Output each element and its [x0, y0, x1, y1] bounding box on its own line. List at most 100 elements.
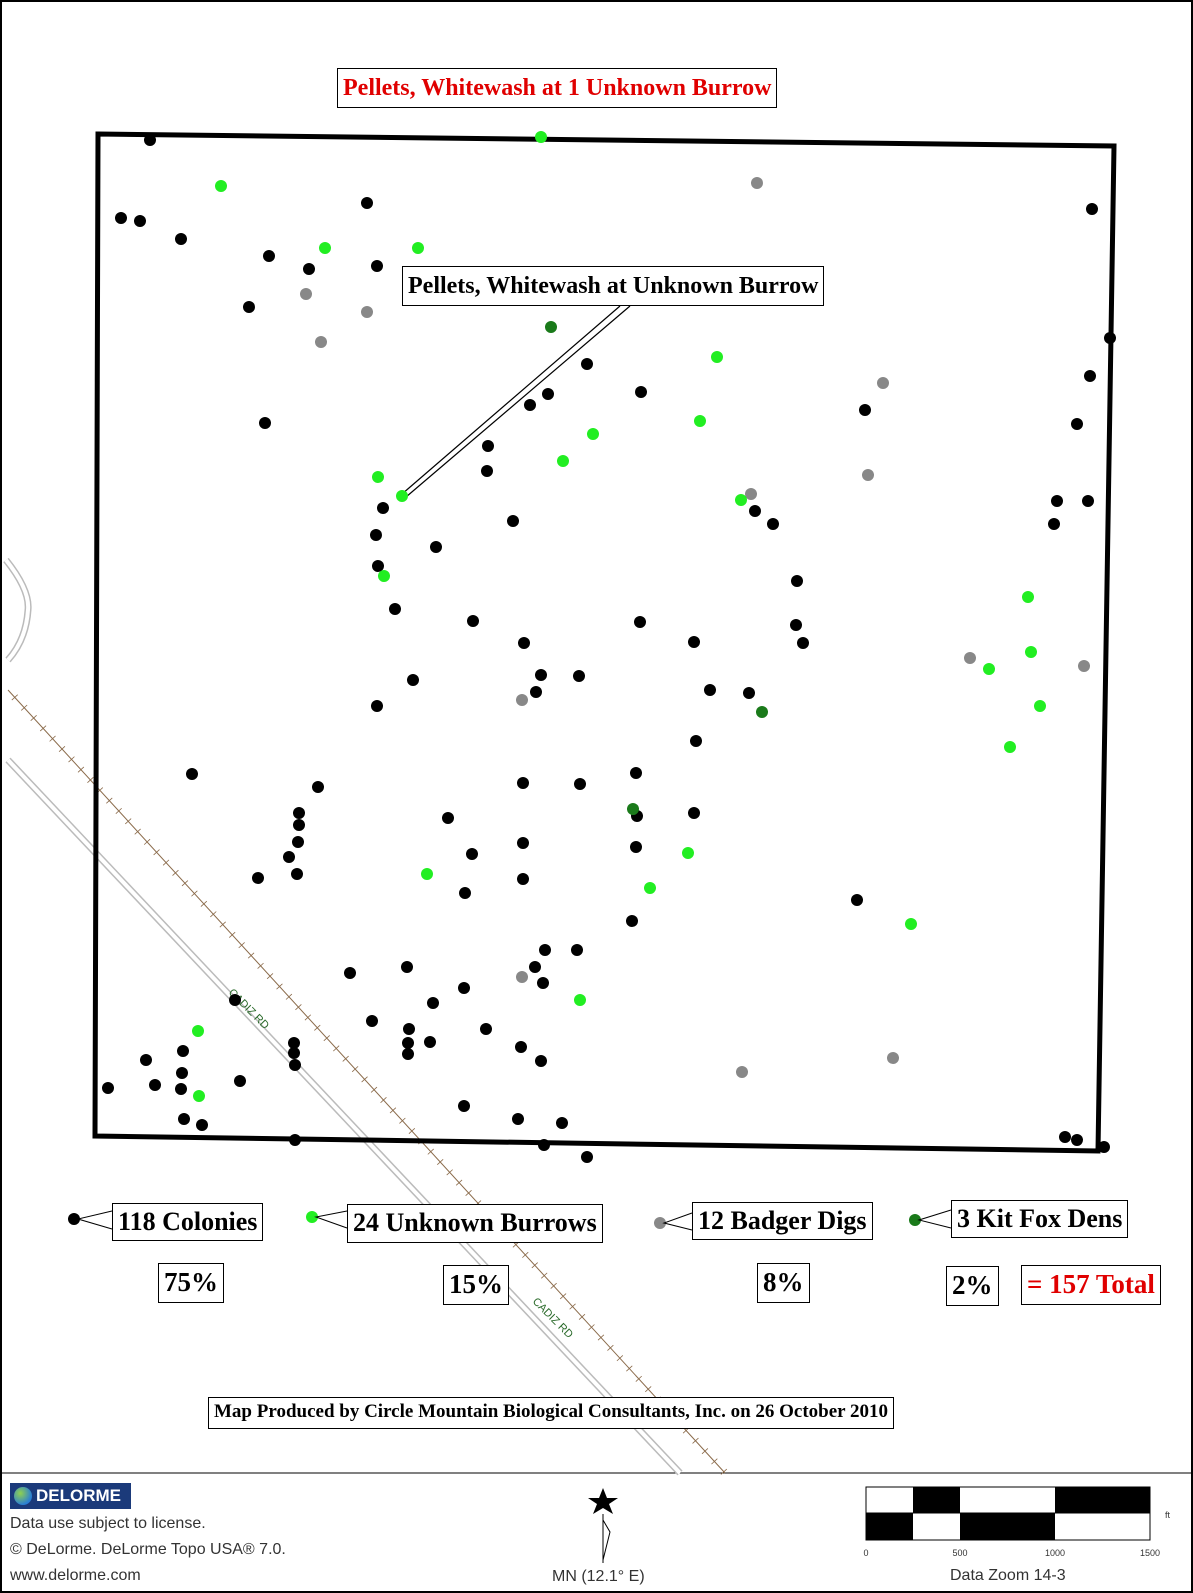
- colony-point: [427, 997, 439, 1009]
- data-zoom-label: Data Zoom 14-3: [950, 1567, 1066, 1584]
- legend-marker-colonies: [68, 1210, 113, 1230]
- colony-point: [1082, 495, 1094, 507]
- colony-point: [542, 388, 554, 400]
- unknown-burrow-point: [1022, 591, 1034, 603]
- colony-point: [851, 894, 863, 906]
- unknown-burrow-point: [378, 570, 390, 582]
- colony-point: [1051, 495, 1063, 507]
- colony-point: [529, 961, 541, 973]
- colony-point: [626, 915, 638, 927]
- badger-dig-point: [315, 336, 327, 348]
- magnetic-north-label: MN (12.1° E): [552, 1568, 645, 1585]
- colony-point: [530, 686, 542, 698]
- colony-point: [466, 848, 478, 860]
- colony-point: [517, 837, 529, 849]
- colony-point: [176, 1067, 188, 1079]
- colony-point: [291, 868, 303, 880]
- unknown-burrow-point: [694, 415, 706, 427]
- colony-point: [140, 1054, 152, 1066]
- road-curve-inner: [4, 558, 31, 662]
- colony-point: [344, 967, 356, 979]
- unknown-burrow-point: [319, 242, 331, 254]
- delorme-logo[interactable]: DELORME: [10, 1483, 131, 1509]
- colony-point: [743, 687, 755, 699]
- colony-point: [263, 250, 275, 262]
- colony-point: [234, 1075, 246, 1087]
- colony-point: [634, 616, 646, 628]
- colony-point: [389, 603, 401, 615]
- unknown-burrow-points: [192, 131, 1046, 1102]
- colony-point: [797, 637, 809, 649]
- colony-point: [507, 515, 519, 527]
- unknown-burrow-point: [192, 1025, 204, 1037]
- colony-point: [524, 399, 536, 411]
- colony-point: [402, 1048, 414, 1060]
- colony-point: [630, 841, 642, 853]
- colony-point: [115, 212, 127, 224]
- legend-label-badger-digs: 12 Badger Digs: [692, 1202, 873, 1240]
- unknown-burrow-point: [587, 428, 599, 440]
- unknown-burrow-point: [372, 471, 384, 483]
- unknown-burrow-point: [1004, 741, 1016, 753]
- colony-point: [407, 674, 419, 686]
- badger-dig-point: [736, 1066, 748, 1078]
- total-count: = 157 Total: [1021, 1265, 1161, 1305]
- badger-dig-point: [877, 377, 889, 389]
- colony-point: [467, 615, 479, 627]
- colony-point: [749, 505, 761, 517]
- badger-dig-point: [300, 288, 312, 300]
- colony-point: [480, 1023, 492, 1035]
- colony-point: [252, 872, 264, 884]
- legend-label-colonies: 118 Colonies: [112, 1203, 264, 1241]
- colony-point: [175, 1083, 187, 1095]
- license-text: Data use subject to license.: [10, 1515, 206, 1532]
- globe-icon: [14, 1487, 32, 1505]
- callout-leader-1: [401, 305, 621, 495]
- badger-dig-point: [862, 469, 874, 481]
- unknown-burrow-point: [557, 455, 569, 467]
- colony-point: [186, 768, 198, 780]
- kit-fox-den-point: [627, 803, 639, 815]
- colony-point: [361, 197, 373, 209]
- colony-point: [571, 944, 583, 956]
- badger-dig-point: [751, 177, 763, 189]
- colony-point: [177, 1045, 189, 1057]
- badger-dig-point: [516, 694, 528, 706]
- badger-dig-point: [361, 306, 373, 318]
- colony-point: [372, 560, 384, 572]
- colony-point: [515, 1041, 527, 1053]
- colony-point: [790, 619, 802, 631]
- road-label-1: CADIZ RD: [226, 987, 271, 1032]
- colony-point: [243, 301, 255, 313]
- unknown-burrow-point: [682, 847, 694, 859]
- colony-point: [178, 1113, 190, 1125]
- unknown-burrow-point: [905, 918, 917, 930]
- badger-dig-point: [745, 488, 757, 500]
- badger-dig-point: [887, 1052, 899, 1064]
- colony-point: [538, 1139, 550, 1151]
- colony-point: [688, 807, 700, 819]
- badger-dig-points: [300, 177, 1090, 1078]
- legend-label-unknown-burrows: 24 Unknown Burrows: [347, 1204, 603, 1243]
- colony-point: [573, 670, 585, 682]
- unknown-burrow-point: [574, 994, 586, 1006]
- colony-point: [289, 1059, 301, 1071]
- unknown-burrow-point: [396, 490, 408, 502]
- colony-point: [312, 781, 324, 793]
- website-link[interactable]: www.delorme.com: [10, 1567, 141, 1584]
- colony-point: [134, 215, 146, 227]
- colony-point: [482, 440, 494, 452]
- colony-point: [424, 1036, 436, 1048]
- unknown-burrow-point: [735, 494, 747, 506]
- colony-point: [581, 1151, 593, 1163]
- unknown-burrow-point: [412, 242, 424, 254]
- colony-point: [517, 777, 529, 789]
- badger-dig-point: [1078, 660, 1090, 672]
- colony-point: [283, 851, 295, 863]
- colony-point: [303, 263, 315, 275]
- colony-point: [371, 700, 383, 712]
- badger-dig-point: [964, 652, 976, 664]
- colony-point: [458, 1100, 470, 1112]
